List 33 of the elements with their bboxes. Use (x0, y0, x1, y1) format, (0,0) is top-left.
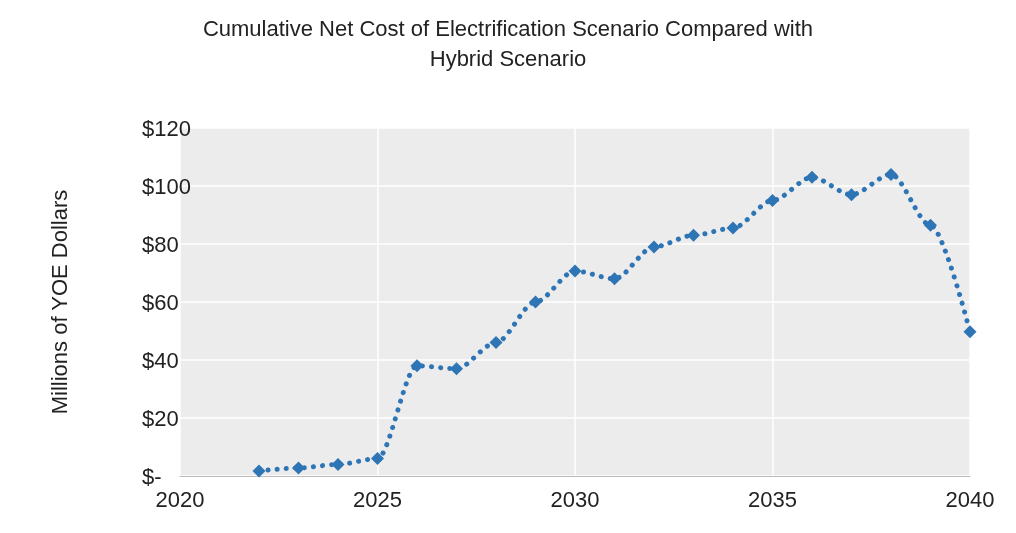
y-tick-label: $60 (142, 289, 179, 315)
point (608, 272, 621, 286)
x-tick-label: 2020 (155, 486, 205, 512)
y-tick-label: $100 (142, 173, 191, 199)
point (371, 452, 384, 466)
x-tick-label: 2040 (945, 486, 995, 512)
point (252, 464, 266, 478)
x-tick-label: 2025 (353, 486, 402, 512)
point (884, 167, 898, 181)
y-tick-label: $20 (142, 405, 179, 431)
y-tick-label: $80 (142, 231, 179, 257)
point (687, 228, 700, 242)
point (726, 221, 740, 235)
y-tick-label: $40 (142, 347, 179, 373)
point (331, 457, 345, 471)
y-tick-label: $- (142, 463, 162, 489)
point (450, 362, 463, 376)
point (568, 264, 582, 278)
point (529, 295, 542, 309)
point (766, 194, 779, 207)
point (805, 170, 819, 184)
point (845, 188, 858, 202)
x-tick-label: 2035 (748, 486, 797, 512)
y-tick-label: $120 (142, 115, 191, 141)
y-axis-title: Millions of YOE Dollars (46, 189, 72, 415)
point (924, 218, 937, 232)
chart-title: Cumulative Net Cost of Electrification Scenario Compared with Hybrid Scenario (202, 15, 814, 71)
point (292, 461, 305, 475)
point (489, 336, 503, 350)
point (410, 359, 424, 373)
point (647, 240, 661, 254)
point (963, 325, 977, 339)
x-tick-label: 2030 (550, 486, 600, 512)
